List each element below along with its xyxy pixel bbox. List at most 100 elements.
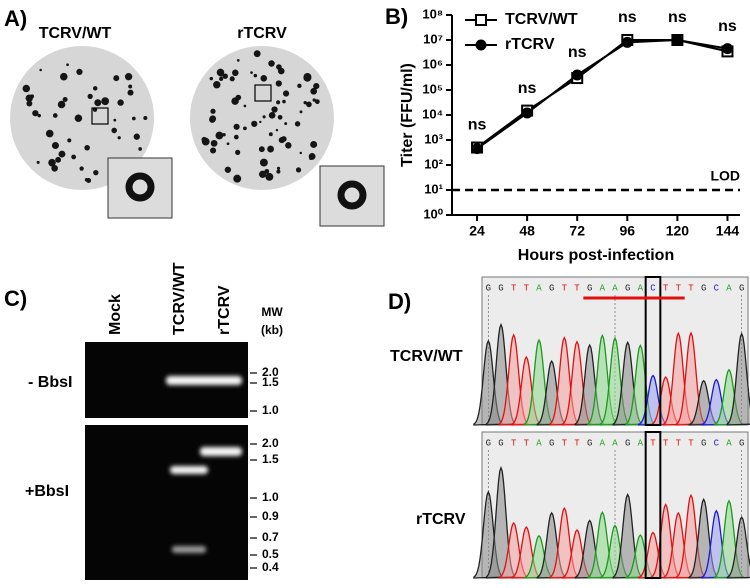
x-axis-label: Hours post-infection — [518, 247, 674, 264]
base-call: T — [688, 438, 694, 448]
legend-label: rTCRV — [505, 36, 555, 53]
base-call: T — [524, 283, 530, 293]
mw-label: 1.0 — [262, 403, 279, 417]
plaque — [92, 86, 98, 91]
plaque — [280, 136, 287, 142]
point — [621, 36, 633, 48]
plaque — [260, 75, 268, 82]
base-call: G — [701, 438, 706, 448]
base-call: T — [562, 438, 568, 448]
plaque — [37, 113, 41, 118]
plaque — [210, 139, 218, 147]
base-call: T — [650, 438, 656, 448]
highlight-box — [644, 431, 662, 579]
plaque — [275, 128, 279, 132]
plaque — [51, 164, 58, 172]
significance-label: ns — [468, 117, 487, 134]
base-call: T — [663, 283, 669, 293]
plaque — [213, 80, 221, 89]
plaque — [84, 144, 90, 151]
plaque — [314, 99, 320, 105]
y-tick-label: 10² — [424, 156, 443, 171]
plaque — [127, 89, 134, 96]
plaque — [209, 76, 214, 81]
mw-title: MW — [261, 305, 283, 319]
plaque — [51, 141, 59, 150]
base-call: T — [688, 283, 694, 293]
lane-label: Mock — [107, 294, 124, 335]
base-call: A — [638, 283, 644, 293]
base-call: T — [676, 283, 682, 293]
plaque — [76, 68, 83, 76]
plaque — [111, 127, 117, 134]
y-tick-label: 10⁴ — [422, 106, 443, 121]
plaque — [276, 166, 281, 170]
plaque — [282, 90, 290, 97]
plaque — [243, 126, 247, 131]
base-call: T — [511, 438, 517, 448]
significance-label: ns — [518, 80, 537, 97]
highlight-box — [644, 276, 662, 426]
plaque — [67, 138, 72, 143]
x-tick-label: 96 — [620, 223, 636, 239]
plaque — [277, 67, 285, 75]
legend-marker — [475, 39, 487, 51]
base-call: G — [625, 283, 630, 293]
base-call: T — [574, 438, 580, 448]
row-label: +BbsI — [25, 483, 69, 500]
plaque — [235, 94, 242, 101]
peak — [726, 515, 750, 579]
plaque — [32, 110, 39, 117]
plaque-title: TCRV/WT — [39, 25, 112, 42]
plaque — [74, 114, 83, 122]
series-line — [476, 39, 728, 149]
base-call: G — [549, 283, 554, 293]
plaque — [215, 131, 224, 140]
plaque — [48, 158, 56, 167]
x-tick-label: 48 — [519, 223, 535, 239]
plaque — [259, 158, 268, 167]
panel-label: C) — [4, 286, 27, 311]
plaque-title: rTCRV — [237, 25, 287, 42]
plaque — [224, 166, 232, 173]
plaque — [233, 134, 239, 140]
plaque — [310, 140, 318, 148]
plaque — [271, 106, 278, 113]
plaque — [143, 116, 148, 121]
point — [571, 69, 583, 81]
plaque — [210, 108, 216, 114]
plaque — [303, 73, 312, 82]
base-call: G — [549, 438, 554, 448]
base-call: G — [587, 438, 592, 448]
chromatograms: G G T T A G T T G A A G A C T T T G C A GG G T T A G T T G A A G A T T T T G C… — [473, 276, 750, 579]
plaque — [268, 132, 273, 137]
plaque — [299, 110, 303, 114]
base-call: A — [600, 438, 606, 448]
point — [721, 43, 733, 55]
base-call: C — [714, 438, 720, 448]
mw-label: 0.9 — [262, 509, 279, 523]
base-call: A — [536, 438, 542, 448]
point — [671, 34, 683, 46]
plaque — [71, 154, 77, 160]
plaque — [131, 116, 136, 121]
legend-label: TCRV/WT — [505, 11, 578, 28]
plaque — [262, 115, 266, 119]
base-call: G — [625, 438, 630, 448]
mw-label: 0.7 — [262, 530, 279, 544]
plaque — [265, 172, 274, 181]
plaque — [282, 99, 286, 104]
plaque — [218, 76, 224, 82]
base-call: G — [587, 283, 592, 293]
plaque — [276, 100, 281, 105]
significance-label: ns — [718, 18, 737, 35]
plaque — [276, 169, 281, 174]
plaque — [233, 123, 240, 130]
base-call: A — [638, 438, 644, 448]
plaque — [62, 96, 68, 102]
plaque — [55, 156, 62, 163]
y-tick-label: 10⁰ — [423, 206, 443, 221]
plaque — [133, 133, 140, 140]
plaque — [36, 160, 40, 164]
base-call: C — [714, 283, 720, 293]
